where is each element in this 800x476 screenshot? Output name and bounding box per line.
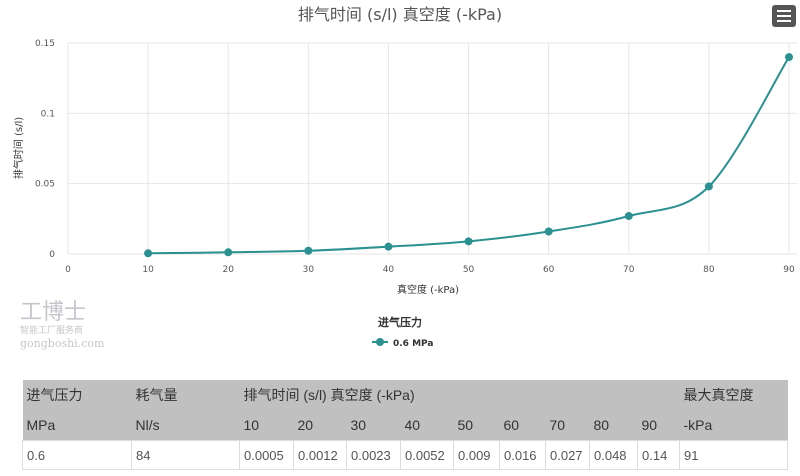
x-tick-label: 70 xyxy=(623,265,635,275)
data-point[interactable] xyxy=(224,248,233,257)
y-tick-label: 0.05 xyxy=(35,180,55,190)
table-cell: 0.0005 xyxy=(239,440,294,470)
line-chart: 排气时间 (s/l) 真空度 (-kPa) 0 10 20 30 40 50 60 70 80 90… xyxy=(12,5,797,349)
x-tick-label: 10 xyxy=(142,265,154,275)
header-cell: 90 xyxy=(637,410,680,441)
header-cell: 70 xyxy=(545,410,590,441)
header-cell: Nl/s xyxy=(131,410,240,441)
data-point[interactable] xyxy=(304,246,313,255)
x-tick-label: 20 xyxy=(222,265,234,275)
table-cell: 0.009 xyxy=(453,440,500,470)
data-point[interactable] xyxy=(464,237,473,246)
header-air-consumption: 耗气量 xyxy=(131,380,240,410)
header-cell: -kPa xyxy=(679,410,788,441)
legend-item[interactable]: 0.6 MPa xyxy=(393,339,433,349)
y-tick-label: 0.1 xyxy=(41,109,55,119)
table-cell: 91 xyxy=(679,440,788,470)
header-max-vacuum: 最大真空度 xyxy=(679,380,788,410)
table-cell: 0.016 xyxy=(499,440,546,470)
x-tick-label: 40 xyxy=(383,265,395,275)
x-tick-label: 0 xyxy=(65,265,71,275)
table-cell: 0.0023 xyxy=(346,440,401,470)
x-tick-label: 50 xyxy=(463,265,475,275)
header-cell: 30 xyxy=(346,410,401,441)
chart-menu-button[interactable] xyxy=(772,5,796,27)
data-point[interactable] xyxy=(384,242,393,251)
spec-table: 进气压力 耗气量 排气时间 (s/l) 真空度 (-kPa) 最大真空度 MPa… xyxy=(22,380,788,470)
chart-title: 排气时间 (s/l) 真空度 (-kPa) xyxy=(298,5,502,24)
header-cell: 60 xyxy=(499,410,546,441)
data-point[interactable] xyxy=(785,53,793,62)
table-cell: 0.027 xyxy=(545,440,590,470)
table-cell: 0.0052 xyxy=(400,440,454,470)
x-axis-title: 真空度 (-kPa) xyxy=(397,283,459,296)
table-cell: 0.0012 xyxy=(293,440,347,470)
data-point[interactable] xyxy=(544,227,553,236)
table-cell: 0.14 xyxy=(637,440,680,470)
x-tick-label: 60 xyxy=(543,265,555,275)
x-tick-label: 90 xyxy=(783,265,795,275)
x-tick-label: 30 xyxy=(303,265,315,275)
table-cell: 0.048 xyxy=(589,440,638,470)
header-cell: 20 xyxy=(293,410,347,441)
header-cell: 40 xyxy=(400,410,454,441)
header-cell: 50 xyxy=(453,410,500,441)
header-cell: 80 xyxy=(589,410,638,441)
header-exhaust-time: 排气时间 (s/l) 真空度 (-kPa) xyxy=(239,380,680,410)
table-cell: 0.6 xyxy=(22,440,132,470)
x-tick-label: 80 xyxy=(703,265,715,275)
header-cell: 10 xyxy=(239,410,294,441)
legend-title: 进气压力 xyxy=(378,315,422,329)
table-cell: 84 xyxy=(131,440,240,470)
data-point[interactable] xyxy=(144,249,153,258)
y-tick-label: 0.15 xyxy=(35,39,55,49)
legend-marker-icon xyxy=(376,338,384,346)
y-tick-label: 0 xyxy=(49,250,55,260)
header-inlet-pressure: 进气压力 xyxy=(22,380,132,410)
y-axis-title: 排气时间 (s/l) xyxy=(12,117,25,179)
header-cell: MPa xyxy=(22,410,132,441)
data-point[interactable] xyxy=(624,212,633,221)
data-point[interactable] xyxy=(704,182,713,191)
